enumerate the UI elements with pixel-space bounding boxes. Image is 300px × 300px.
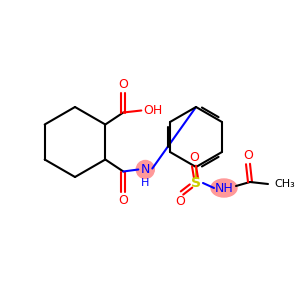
Circle shape: [136, 160, 154, 178]
Text: O: O: [189, 151, 199, 164]
Text: H: H: [141, 178, 149, 188]
Text: O: O: [118, 194, 128, 206]
Ellipse shape: [211, 179, 237, 197]
Text: O: O: [243, 149, 253, 162]
Text: S: S: [191, 176, 201, 190]
Text: NH: NH: [214, 182, 233, 194]
Text: CH₃: CH₃: [274, 179, 295, 189]
Text: OH: OH: [143, 104, 163, 117]
Text: N: N: [141, 163, 150, 176]
Text: O: O: [175, 195, 185, 208]
Text: O: O: [118, 77, 128, 91]
